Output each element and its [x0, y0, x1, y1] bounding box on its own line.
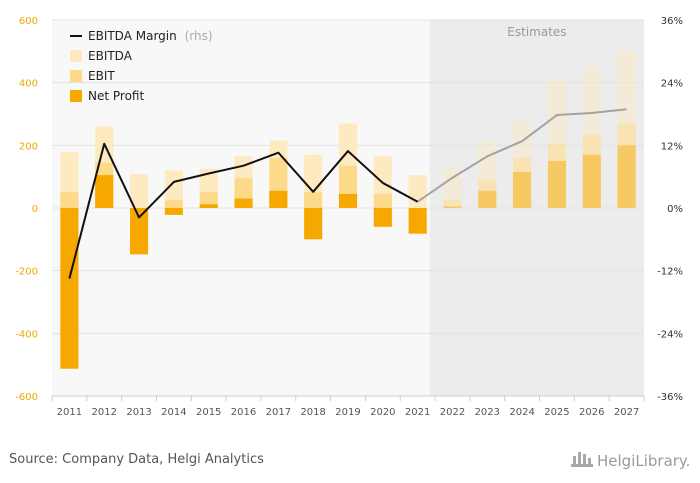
- legend-item-ebitda-margin[interactable]: EBITDA Margin (rhs): [70, 29, 213, 43]
- legend-label: EBIT: [88, 69, 115, 83]
- estimates-label: Estimates: [507, 25, 566, 39]
- y-right-tick-label: 0%: [667, 204, 683, 215]
- bar-ebit: [60, 192, 79, 208]
- bar-ebit: [199, 192, 218, 208]
- x-tick-label: 2018: [300, 407, 325, 418]
- source-note: Source: Company Data, Helgi Analytics: [9, 452, 264, 467]
- bar-ebit: [443, 200, 462, 208]
- bar-ebit: [582, 134, 601, 208]
- legend-swatch: [70, 50, 82, 62]
- bar-net-profit: [547, 161, 566, 208]
- x-tick-label: 2022: [440, 407, 465, 418]
- margin-line-estimate: [417, 108, 627, 203]
- bar-ebit: [373, 193, 392, 208]
- bar-ebit: [547, 143, 566, 208]
- bar-ebitda: [130, 174, 149, 208]
- y-right-tick-label: 36%: [661, 16, 683, 27]
- legend-label: EBITDA: [88, 49, 133, 63]
- x-tick-label: 2014: [161, 407, 186, 418]
- bar-net-profit: [338, 193, 358, 208]
- x-tick-label: 2023: [475, 407, 500, 418]
- bar-ebit: [617, 123, 636, 208]
- bar-net-profit: [95, 175, 114, 208]
- bar-net-profit: [513, 171, 532, 208]
- x-tick-label: 2015: [196, 407, 221, 418]
- x-tick-label: 2025: [544, 407, 569, 418]
- legend-label: Net Profit: [88, 89, 144, 103]
- margin-line-actual: [68, 142, 419, 279]
- x-tick-label: 2027: [614, 407, 639, 418]
- bar-net-profit: [408, 208, 427, 234]
- y-left-tick-label: -600: [15, 392, 38, 403]
- y-right-tick-label: -36%: [657, 392, 683, 403]
- bar-net-profit: [130, 208, 149, 255]
- bar-ebit: [478, 179, 497, 208]
- x-tick-label: 2026: [579, 407, 604, 418]
- bar-net-profit: [60, 208, 79, 369]
- y-right-tick-label: 12%: [661, 141, 683, 152]
- bar-net-profit: [234, 198, 253, 208]
- y-left-tick-label: -400: [15, 329, 38, 340]
- y-right-tick-label: -24%: [657, 329, 683, 340]
- x-tick-label: 2013: [126, 407, 151, 418]
- bar-net-profit: [478, 190, 497, 208]
- brand-name: HelgiLibrary.: [597, 452, 690, 470]
- bar-net-profit: [582, 154, 601, 208]
- legend-item-ebitda[interactable]: EBITDA: [70, 49, 133, 63]
- y-right-tick-label: -12%: [657, 267, 683, 278]
- bar-net-profit: [443, 206, 462, 208]
- bar-ebit: [164, 200, 183, 208]
- x-tick-label: 2024: [509, 407, 534, 418]
- y-left-tick-label: 400: [19, 79, 38, 90]
- legend: EBITDA Margin (rhs) EBITDA EBIT Net Prof…: [70, 29, 213, 103]
- legend-swatch: [70, 70, 82, 82]
- x-tick-label: 2016: [231, 407, 256, 418]
- x-tick-label: 2021: [405, 407, 430, 418]
- margin-line: [68, 108, 627, 279]
- bar-ebitda: [617, 51, 636, 209]
- bar-net-profit: [617, 145, 636, 208]
- y-left-tick-label: 600: [19, 16, 38, 27]
- x-tick-label: 2019: [335, 407, 360, 418]
- bar-net-profit: [199, 204, 218, 208]
- library-icon: [571, 452, 593, 467]
- bar-net-profit: [304, 208, 323, 240]
- bar-net-profit: [269, 190, 288, 208]
- y-left-tick-label: -200: [15, 267, 38, 278]
- y-right-tick-label: 24%: [661, 79, 683, 90]
- bar-net-profit: [373, 208, 392, 227]
- brand-logo: HelgiLibrary.: [571, 452, 690, 470]
- bar-net-profit: [164, 208, 183, 215]
- legend-swatch: [70, 90, 82, 102]
- x-tick-label: 2017: [266, 407, 291, 418]
- bars: [60, 51, 636, 369]
- y-left-tick-label: 0: [32, 204, 38, 215]
- x-tick-label: 2020: [370, 407, 395, 418]
- legend-label: EBITDA Margin (rhs): [88, 29, 213, 43]
- x-tick-label: 2011: [57, 407, 82, 418]
- y-left-tick-label: 200: [19, 141, 38, 152]
- bar-ebitda: [582, 67, 601, 208]
- legend-item-net-profit[interactable]: Net Profit: [70, 89, 144, 103]
- legend-item-ebit[interactable]: EBIT: [70, 69, 115, 83]
- bar-ebit: [513, 157, 532, 208]
- bar-ebitda: [408, 175, 427, 208]
- x-tick-label: 2012: [92, 407, 117, 418]
- bar-ebitda: [443, 167, 462, 208]
- bar-ebitda: [547, 79, 566, 209]
- axes: 2011 2012 2013 2014 2015 2016 2017 2018 2019 2020…: [15, 16, 683, 418]
- bar-ebit: [304, 192, 323, 208]
